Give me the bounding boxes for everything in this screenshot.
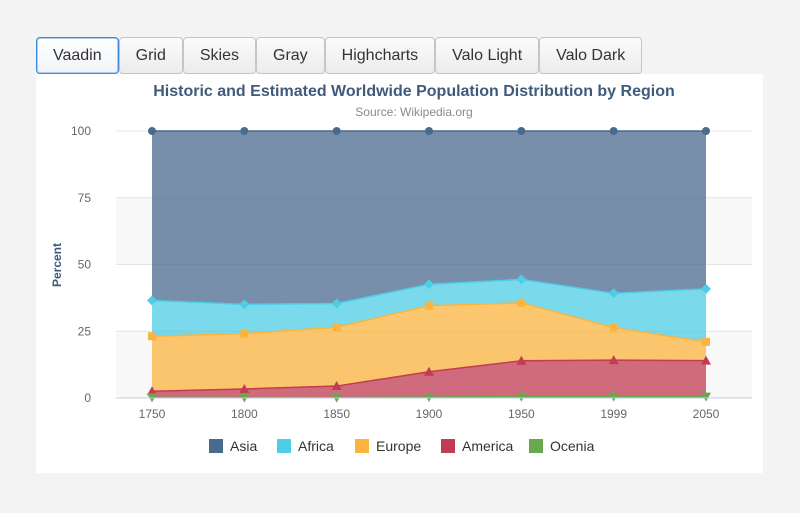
legend-item-africa[interactable]: Africa	[277, 438, 334, 454]
data-point-america	[608, 355, 619, 365]
x-tick-label: 1850	[323, 407, 350, 421]
data-point-europe	[702, 337, 710, 346]
data-point-europe	[332, 323, 341, 332]
x-tick-label: 1900	[416, 407, 443, 421]
population-area-chart: Historic and Estimated Worldwide Populat…	[50, 83, 752, 454]
legend-swatch	[277, 439, 291, 453]
legend-swatch	[441, 439, 455, 453]
tab-valo-light[interactable]: Valo Light	[435, 37, 540, 74]
legend-label: Africa	[298, 438, 334, 454]
data-point-europe	[425, 301, 433, 310]
data-point-america	[516, 355, 527, 365]
y-axis-title: Percent	[50, 243, 64, 287]
data-point-europe	[148, 332, 156, 341]
data-point-africa	[608, 288, 619, 299]
tab-valo-dark[interactable]: Valo Dark	[539, 37, 643, 74]
legend-label: Asia	[230, 438, 257, 454]
chart-panel: Historic and Estimated Worldwide Populat…	[36, 74, 763, 473]
x-tick-label: 1950	[508, 407, 535, 421]
tab-grid[interactable]: Grid	[118, 37, 183, 74]
legend-swatch	[529, 439, 543, 453]
series-areas	[151, 130, 707, 399]
data-point-america	[239, 383, 250, 393]
data-point-ocenia	[516, 392, 527, 402]
data-point-africa	[147, 295, 157, 306]
tab-skies[interactable]: Skies	[182, 37, 256, 74]
data-point-asia	[425, 127, 433, 135]
data-point-africa	[331, 298, 342, 309]
legend-label: America	[462, 438, 514, 454]
legend-swatch	[355, 439, 369, 453]
legend-swatch	[209, 439, 223, 453]
series-area-asia	[152, 131, 706, 305]
data-point-asia	[148, 127, 156, 135]
data-point-africa	[701, 283, 711, 294]
series-area-africa	[152, 279, 706, 342]
data-point-africa	[424, 279, 434, 290]
legend-label: Europe	[376, 438, 421, 454]
legend-item-asia[interactable]: Asia	[209, 438, 257, 454]
y-tick-label: 75	[78, 191, 92, 205]
data-point-europe	[609, 323, 618, 332]
series-area-europe	[152, 302, 706, 392]
theme-tab-bar: Vaadin Grid Skies Gray Highcharts Valo Light V…	[36, 37, 643, 74]
y-tick-label: 25	[78, 324, 92, 338]
chart-legend: Asia Africa Europe America Ocenia	[209, 438, 595, 454]
data-point-asia	[702, 127, 710, 135]
data-point-america	[147, 386, 157, 396]
x-tick-label: 1750	[139, 407, 166, 421]
data-point-europe	[240, 329, 249, 338]
tab-gray[interactable]: Gray	[256, 37, 325, 74]
y-tick-label: 0	[84, 391, 91, 405]
tab-vaadin[interactable]: Vaadin	[36, 37, 119, 74]
x-tick-label: 2050	[693, 407, 720, 421]
series-markers	[147, 127, 711, 403]
data-point-america	[331, 381, 342, 391]
data-point-asia	[332, 127, 341, 135]
data-point-america	[424, 366, 434, 376]
x-tick-label: 1999	[600, 407, 627, 421]
y-tick-label: 100	[71, 124, 91, 138]
x-axis-ticks: 1750 1800 1850 1900 1950 1999 2050	[116, 397, 752, 421]
data-point-europe	[517, 298, 526, 307]
data-point-ocenia	[608, 392, 619, 402]
data-point-africa	[239, 299, 250, 310]
legend-label: Ocenia	[550, 438, 595, 454]
legend-item-ocenia[interactable]: Ocenia	[529, 438, 595, 454]
x-tick-label: 1800	[231, 407, 258, 421]
chart-title: Historic and Estimated Worldwide Populat…	[153, 83, 675, 100]
data-point-america	[701, 355, 711, 365]
data-point-africa	[516, 274, 527, 285]
legend-item-europe[interactable]: Europe	[355, 438, 421, 454]
data-point-asia	[517, 127, 526, 135]
y-tick-label: 50	[78, 258, 92, 272]
data-point-asia	[240, 127, 249, 135]
chart-subtitle: Source: Wikipedia.org	[355, 105, 472, 119]
tab-highcharts[interactable]: Highcharts	[324, 37, 436, 74]
legend-item-america[interactable]: America	[441, 438, 514, 454]
data-point-asia	[609, 127, 618, 135]
y-axis-ticks: 0 25 50 75 100	[71, 124, 91, 405]
data-point-ocenia	[701, 392, 711, 402]
